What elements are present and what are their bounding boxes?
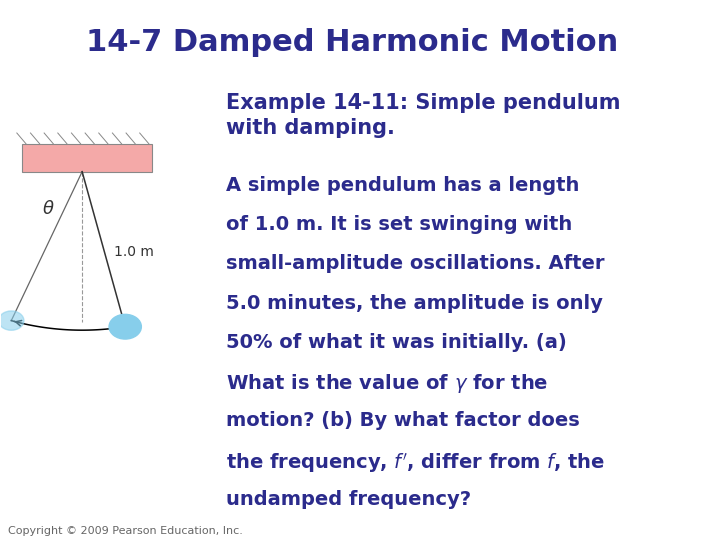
Text: Copyright © 2009 Pearson Education, Inc.: Copyright © 2009 Pearson Education, Inc. bbox=[9, 526, 243, 536]
Text: small-amplitude oscillations. After: small-amplitude oscillations. After bbox=[226, 254, 605, 273]
Text: the frequency, $f'$, differ from $f$, the: the frequency, $f'$, differ from $f$, th… bbox=[226, 450, 606, 475]
Text: A simple pendulum has a length: A simple pendulum has a length bbox=[226, 176, 580, 195]
Circle shape bbox=[0, 311, 24, 330]
Text: 50% of what it was initially. (a): 50% of what it was initially. (a) bbox=[226, 333, 567, 352]
Bar bbox=[22, 144, 153, 172]
Text: What is the value of $\gamma$ for the: What is the value of $\gamma$ for the bbox=[226, 372, 549, 395]
Circle shape bbox=[109, 314, 141, 339]
Text: 1.0 m: 1.0 m bbox=[114, 245, 154, 259]
Text: 14-7 Damped Harmonic Motion: 14-7 Damped Harmonic Motion bbox=[86, 28, 618, 57]
Text: motion? (b) By what factor does: motion? (b) By what factor does bbox=[226, 411, 580, 430]
Text: $\theta$: $\theta$ bbox=[42, 200, 55, 218]
Text: undamped frequency?: undamped frequency? bbox=[226, 490, 471, 509]
Text: Example 14-11: Simple pendulum
with damping.: Example 14-11: Simple pendulum with damp… bbox=[226, 93, 621, 138]
Text: of 1.0 m. It is set swinging with: of 1.0 m. It is set swinging with bbox=[226, 215, 572, 234]
Text: 5.0 minutes, the amplitude is only: 5.0 minutes, the amplitude is only bbox=[226, 294, 603, 313]
